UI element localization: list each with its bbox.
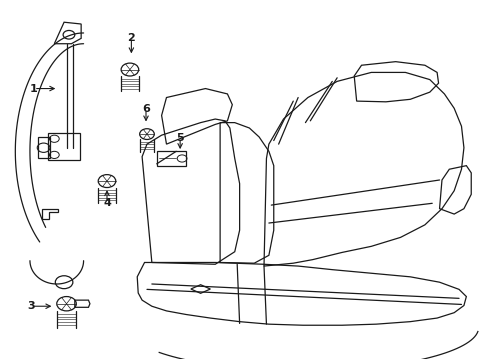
Text: 3: 3 xyxy=(27,301,35,311)
Bar xyxy=(48,134,80,160)
Text: 6: 6 xyxy=(142,104,150,114)
Bar xyxy=(38,137,50,158)
Text: 5: 5 xyxy=(176,133,183,143)
Text: 1: 1 xyxy=(30,84,38,94)
Text: 4: 4 xyxy=(103,198,111,208)
Bar xyxy=(157,151,185,166)
Text: 2: 2 xyxy=(127,33,135,43)
